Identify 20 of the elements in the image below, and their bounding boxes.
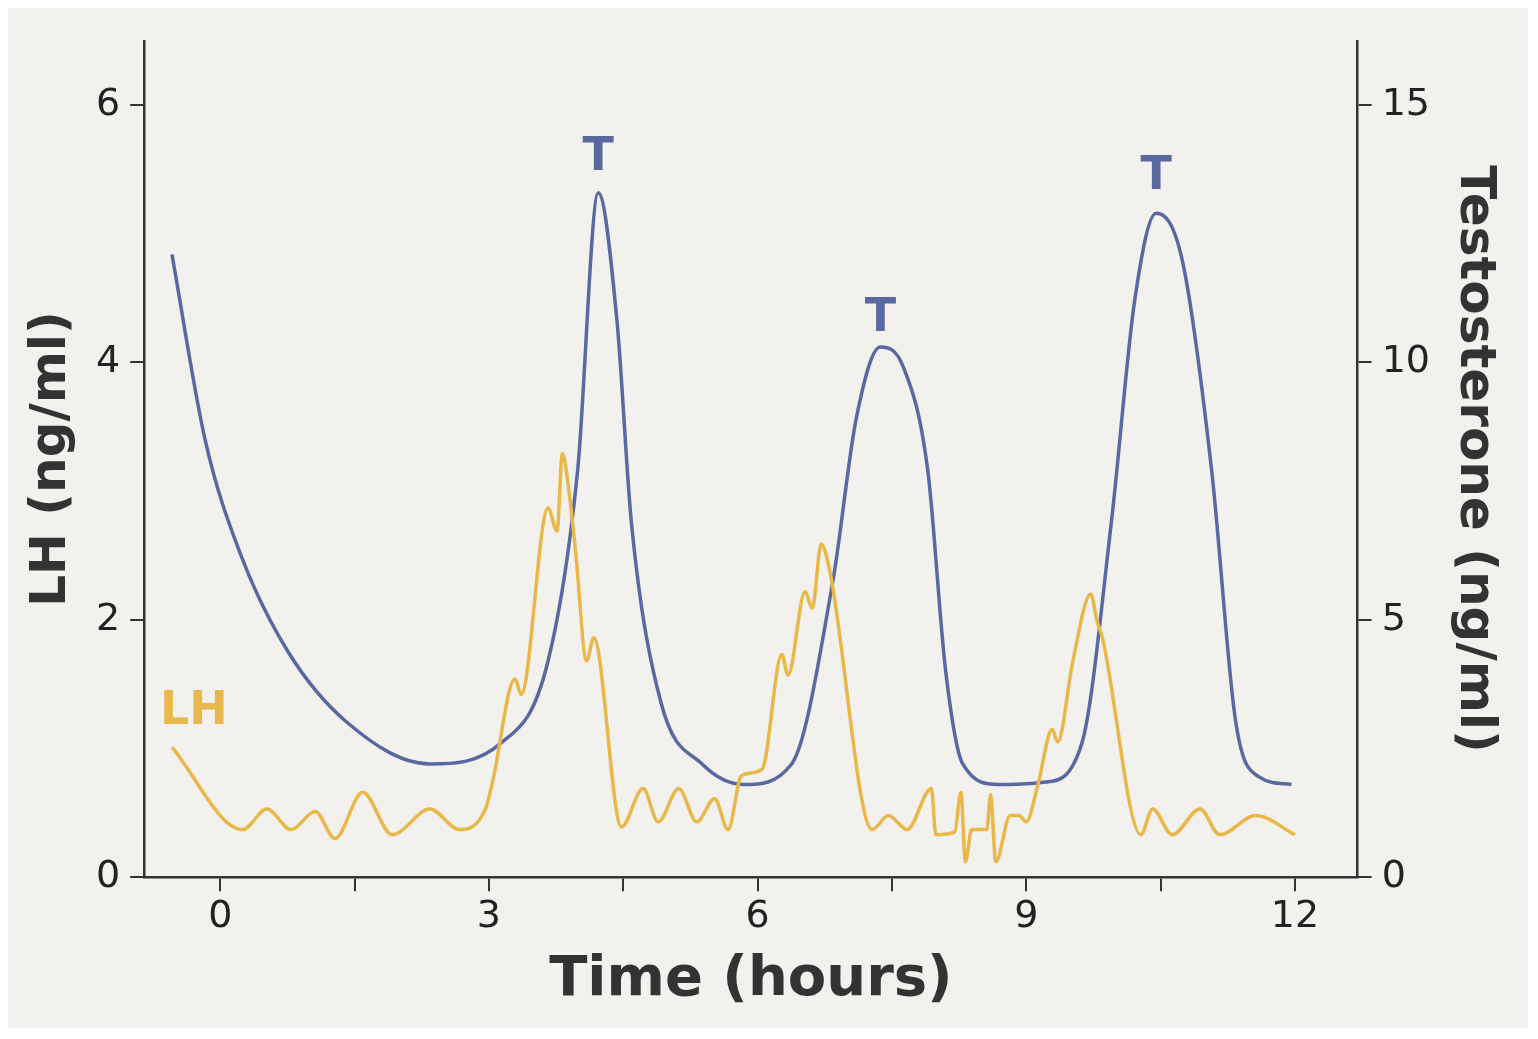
y-tick-label: 2 bbox=[95, 594, 121, 639]
y-tick-label: 4 bbox=[95, 337, 121, 382]
y-tick-label: 0 bbox=[95, 852, 121, 897]
y2-axis-title: Testosterone (ng/ml) bbox=[1449, 165, 1508, 753]
y2-tick-label: 10 bbox=[1381, 337, 1431, 382]
x-axis-title: Time (hours) bbox=[549, 942, 953, 1008]
y2-tick-label: 0 bbox=[1381, 852, 1406, 897]
y2-tick-label: 15 bbox=[1381, 80, 1431, 125]
x-tick-label: 9 bbox=[1014, 891, 1039, 936]
x-tick-label: 0 bbox=[208, 891, 233, 936]
series-label: LH bbox=[159, 681, 228, 736]
x-tick-label: 6 bbox=[745, 891, 770, 936]
x-tick-label: 3 bbox=[476, 891, 502, 936]
x-tick-label: 12 bbox=[1270, 891, 1320, 936]
y-tick-label: 6 bbox=[95, 80, 121, 125]
y-axis-title: LH (ng/ml) bbox=[18, 311, 77, 607]
annotation: T bbox=[582, 127, 615, 182]
y2-tick-label: 5 bbox=[1381, 594, 1406, 639]
annotation: T bbox=[1140, 146, 1173, 201]
annotation: T bbox=[864, 288, 897, 343]
